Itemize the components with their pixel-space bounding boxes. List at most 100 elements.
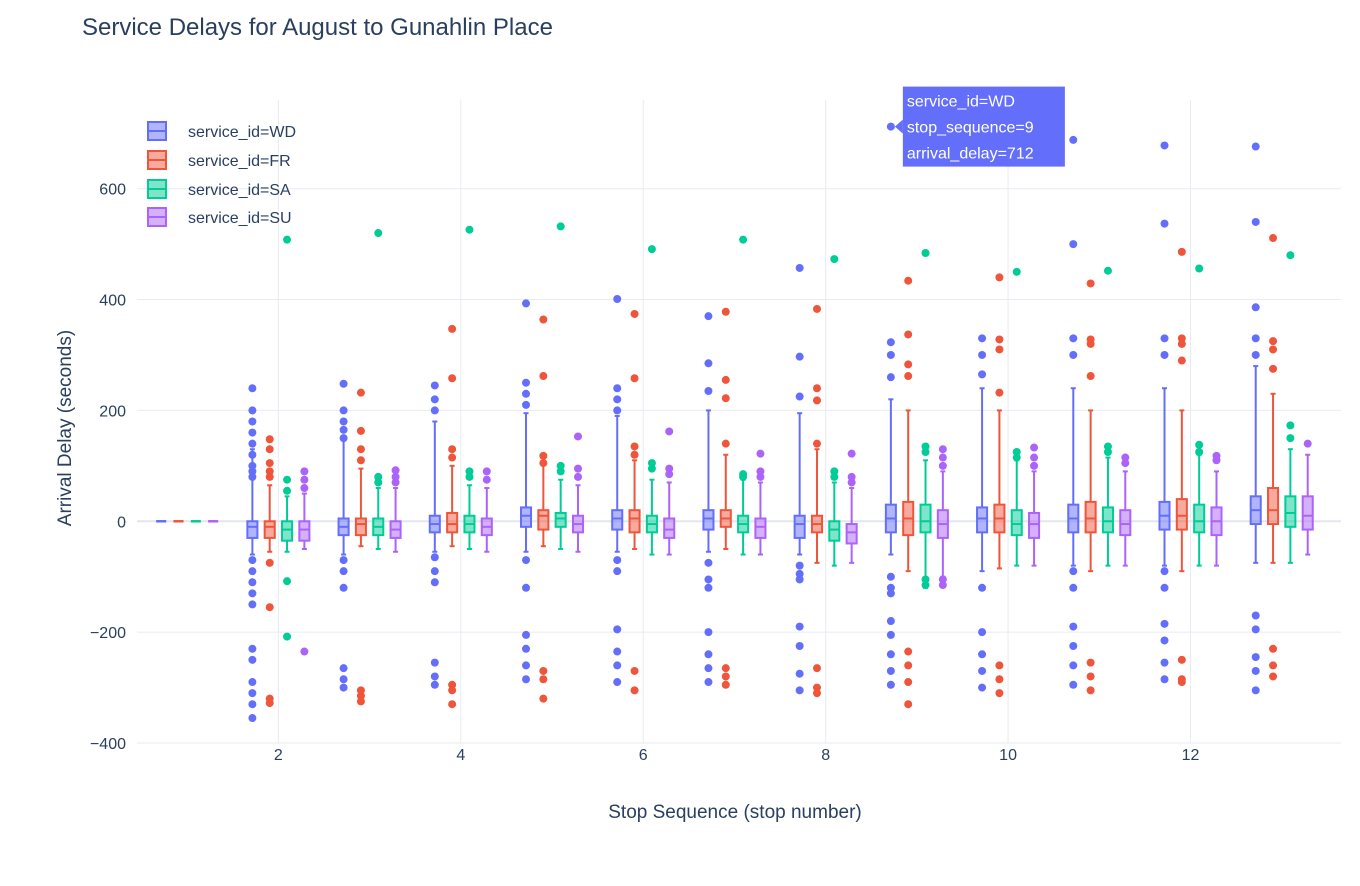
outlier-point (795, 561, 804, 570)
outlier-point (812, 384, 821, 393)
legend-label: service_id=SU (188, 210, 292, 227)
outlier-point (265, 558, 274, 567)
outlier-point (704, 359, 713, 368)
x-tick-label: 4 (456, 747, 465, 764)
hover-line: stop_sequence=9 (907, 120, 1034, 137)
x-tick-label: 12 (1182, 747, 1200, 764)
y-axis-label: Arrival Delay (seconds) (55, 330, 76, 526)
outlier-point (886, 350, 895, 359)
outlier-point (1012, 267, 1021, 276)
outlier-point (704, 583, 713, 592)
outlier-point (704, 312, 713, 321)
box-wd (702, 312, 715, 687)
outlier-point (704, 678, 713, 687)
hover-pointer (894, 119, 903, 134)
outlier-point (430, 406, 439, 415)
outlier-point (978, 650, 987, 659)
legend-item-wd[interactable]: service_id=WD (147, 121, 296, 141)
box-iqr (446, 511, 459, 534)
outlier-point (522, 389, 531, 398)
box-iqr (1010, 509, 1023, 537)
outlier-point (248, 655, 257, 664)
outlier-point (265, 459, 274, 468)
outlier-point (522, 661, 531, 670)
outlier-point (556, 222, 565, 231)
outlier-point (430, 567, 439, 576)
x-tick-label: 2 (274, 747, 283, 764)
outlier-point (795, 575, 804, 584)
outlier-point (995, 675, 1004, 684)
outlier-point (522, 556, 531, 565)
outlier-point (886, 373, 895, 382)
outlier-point (704, 387, 713, 396)
outlier-point (430, 553, 439, 562)
box-wd (519, 299, 533, 684)
outlier-point (1251, 611, 1260, 620)
outlier-point (1069, 240, 1078, 249)
outlier-point (248, 578, 257, 587)
box-wd (428, 381, 441, 689)
box-iqr (702, 509, 715, 531)
grid-layer (137, 100, 1341, 744)
outlier-point (995, 335, 1004, 344)
outlier-point (1251, 686, 1260, 695)
outlier-point (482, 467, 491, 476)
outlier-point (995, 689, 1004, 698)
outlier-point (904, 330, 913, 339)
outlier-point (847, 449, 856, 458)
box-su (936, 445, 949, 590)
outlier-point (265, 699, 274, 708)
outlier-point (1160, 619, 1169, 628)
legend-item-fr[interactable]: service_id=FR (147, 150, 291, 170)
y-tick-label: 0 (117, 514, 126, 531)
box-wd (793, 263, 806, 695)
outlier-point (1251, 350, 1260, 359)
outlier-point (1269, 337, 1278, 346)
x-tick-label: 10 (999, 747, 1017, 764)
outlier-point (1303, 439, 1312, 448)
outlier-point (391, 472, 400, 481)
outlier-point (1160, 334, 1169, 343)
x-tick-label: 6 (639, 747, 648, 764)
outlier-point (1177, 655, 1186, 664)
box-wd (246, 384, 259, 723)
outlier-point (904, 647, 913, 656)
box-fr (1267, 234, 1280, 681)
outlier-point (339, 675, 348, 684)
outlier-point (430, 395, 439, 404)
outlier-point (886, 617, 895, 626)
outlier-point (248, 689, 257, 698)
outlier-point (356, 426, 365, 435)
outlier-point (812, 689, 821, 698)
outlier-point (248, 406, 257, 415)
outlier-point (248, 714, 257, 723)
outlier-point (795, 669, 804, 678)
outlier-point (921, 442, 930, 451)
outlier-point (721, 664, 730, 673)
box-sa (828, 255, 841, 567)
legend-item-su[interactable]: service_id=SU (147, 207, 292, 227)
outlier-point (339, 434, 348, 443)
outlier-point (265, 435, 274, 444)
outlier-point (283, 486, 292, 495)
outlier-point (265, 467, 274, 476)
outlier-point (1269, 364, 1278, 373)
outlier-point (1012, 453, 1021, 462)
outlier-point (248, 644, 257, 653)
outlier-point (630, 442, 639, 451)
outlier-point (812, 396, 821, 405)
legend-item-sa[interactable]: service_id=SA (147, 179, 291, 199)
box-su (1301, 439, 1314, 556)
outlier-point (522, 675, 531, 684)
outlier-point (904, 678, 913, 687)
outlier-point (283, 632, 292, 641)
outlier-point (1086, 686, 1095, 695)
outlier-point (613, 406, 622, 415)
outlier-point (613, 567, 622, 576)
outlier-point (283, 235, 292, 244)
legend[interactable]: service_id=WD service_id=FR service_id=SAs… (147, 121, 296, 227)
outlier-point (830, 472, 839, 481)
outlier-point (647, 464, 656, 473)
outlier-point (248, 600, 257, 609)
outlier-point (1269, 644, 1278, 653)
